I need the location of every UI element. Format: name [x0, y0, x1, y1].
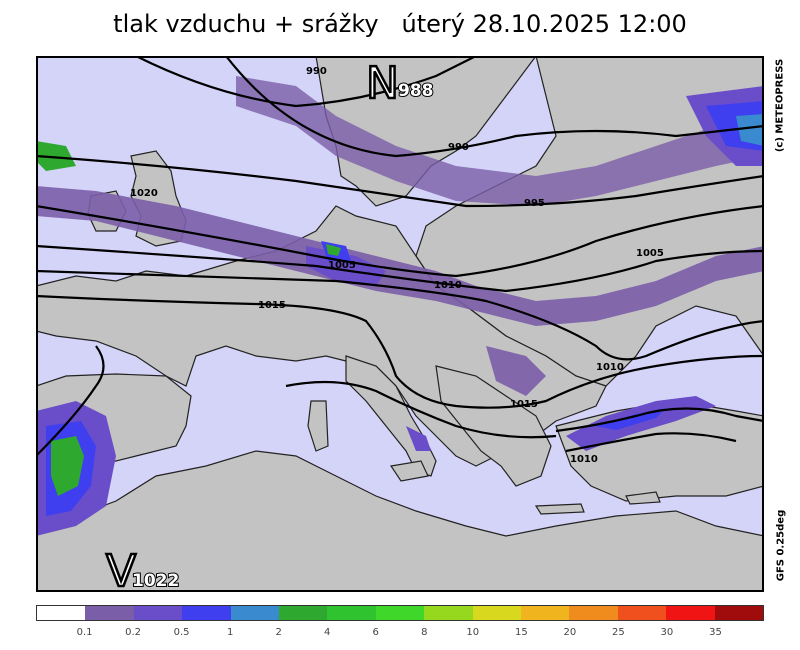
isobar-label: 1005: [328, 260, 356, 271]
isobar-label: 995: [524, 198, 545, 209]
isobar-label: 1020: [130, 188, 158, 199]
map-canvas: 990 990 995 1005 1005 1010 1010 1010 101…: [35, 55, 765, 599]
isobar-label: 990: [448, 142, 469, 153]
weather-map: 990 990 995 1005 1005 1010 1010 1010 101…: [35, 55, 765, 599]
precip-band-west: [36, 186, 764, 326]
land-north-africa: [35, 450, 765, 593]
legend-swatch: [230, 606, 280, 620]
precip-uk: [36, 141, 76, 171]
legend-swatch: [133, 606, 183, 620]
model-label: GFS 0.25deg: [775, 509, 787, 582]
legend-label: 4: [324, 627, 331, 638]
legend-labels: 0.1 0.2 0.5 1 2 4 6 8 10 15 20 25 30 35: [36, 627, 764, 641]
isobar-label: 1015: [510, 399, 538, 410]
legend-swatch: [424, 606, 473, 620]
legend-swatch: [472, 606, 522, 620]
isobar-label: 1010: [596, 362, 624, 373]
isobar-1015-south: [285, 380, 557, 439]
legend-label: 30: [660, 627, 674, 638]
precip-italy: [406, 426, 431, 451]
legend-label: 2: [275, 627, 282, 638]
isobars: [35, 55, 765, 457]
precip-green-central: [326, 244, 341, 256]
precip-heavy-central: [306, 246, 386, 286]
legend-label: 20: [563, 627, 577, 638]
legend-label: 6: [372, 627, 379, 638]
pressure-low-letter: N: [366, 58, 399, 109]
isobar-1010-southeast: [565, 432, 737, 453]
legend-swatch: [375, 606, 425, 620]
legend-label: 0.5: [173, 627, 190, 638]
pressure-high: V 1022: [105, 545, 181, 599]
legend-label: 0.2: [125, 627, 142, 638]
map-frame: [36, 56, 764, 592]
isobar-label: 1015: [258, 300, 286, 311]
land-balkans: [435, 365, 552, 487]
copyright-label: (c) METEOPRESS: [774, 58, 786, 153]
legend-swatch: [714, 606, 764, 620]
isobar-label: 1005: [636, 248, 664, 259]
legend-label: 1: [226, 627, 234, 638]
map-title: tlak vzduchu + srážky úterý 28.10.2025 1…: [113, 10, 687, 38]
legend-swatch: [37, 606, 86, 620]
isobar-995: [35, 154, 765, 208]
legend-label: 25: [612, 627, 625, 638]
legend-swatch: [666, 606, 715, 620]
legend-swatch: [521, 606, 570, 620]
precip-iberia-core: [51, 436, 84, 496]
precipitation-legend: [36, 605, 764, 621]
land-sicily: [389, 460, 429, 482]
land-corsica-sardinia: [307, 400, 329, 452]
land-crete: [534, 503, 585, 515]
isobar-label: 1010: [434, 280, 462, 291]
isobar-1010-south: [555, 407, 765, 433]
land-cyprus: [625, 491, 661, 505]
legend-swatch: [617, 606, 667, 620]
legend-label: 35: [709, 627, 722, 638]
isobar-label: 990: [306, 66, 327, 77]
legend-label: 8: [421, 627, 428, 638]
legend-swatch: [327, 606, 376, 620]
legend-swatch: [279, 606, 328, 620]
pressure-low: N 988: [365, 57, 435, 111]
legend-label: 0.1: [76, 627, 93, 638]
isobar-label: 1010: [570, 454, 598, 465]
precip-band-north: [236, 76, 764, 206]
legend-label: 15: [514, 627, 528, 638]
isobar-1010: [35, 269, 765, 361]
isobar-1005-b: [35, 244, 765, 293]
isobar-990-a: [135, 55, 477, 108]
pressure-low-value: 988: [398, 81, 434, 101]
precip-green-northeast: [736, 114, 764, 146]
legend-swatch: [182, 606, 231, 620]
isobar-990-b: [225, 55, 765, 158]
isobar-1015: [35, 294, 765, 409]
pressure-high-value: 1022: [132, 571, 179, 591]
pressure-high-letter: V: [106, 546, 136, 592]
legend-label: 10: [466, 627, 480, 638]
legend-swatch: [85, 606, 134, 620]
land-italy: [345, 355, 437, 477]
precip-balkans: [486, 346, 546, 396]
isobar-1020: [35, 345, 105, 457]
isobar-labels: 990 990 995 1005 1005 1010 1010 1010 101…: [130, 66, 664, 465]
isobar-1005-a: [35, 204, 765, 278]
legend-swatch: [569, 606, 618, 620]
